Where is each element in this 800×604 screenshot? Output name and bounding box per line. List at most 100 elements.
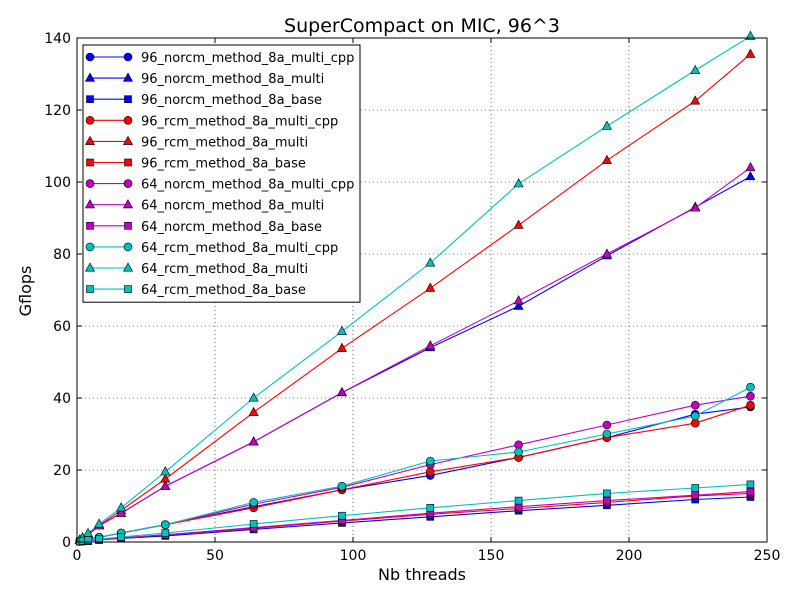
data-point-triangle bbox=[513, 219, 524, 229]
data-point-square bbox=[746, 487, 755, 496]
data-point-triangle bbox=[601, 248, 612, 258]
legend-label: 64_norcm_method_8a_multi_cpp bbox=[141, 178, 354, 193]
data-point-square bbox=[338, 511, 346, 520]
legend-box bbox=[82, 44, 361, 303]
data-point-circle bbox=[85, 242, 95, 252]
legend-entry: 64_rcm_method_8a_multi_cpp bbox=[85, 241, 338, 256]
data-point-circle bbox=[85, 179, 95, 188]
data-point-triangle bbox=[425, 257, 436, 267]
x-tick-label: 100 bbox=[340, 548, 367, 564]
x-tick-label: 50 bbox=[206, 548, 224, 564]
data-point-square bbox=[117, 533, 125, 541]
data-point-square bbox=[84, 536, 92, 545]
data-point-triangle bbox=[116, 502, 127, 512]
data-point-triangle bbox=[94, 518, 105, 528]
data-point-square bbox=[86, 158, 94, 167]
data-point-circle bbox=[337, 481, 347, 491]
data-point-circle bbox=[690, 418, 700, 428]
data-point-circle bbox=[690, 411, 700, 421]
data-point-square bbox=[124, 285, 132, 293]
legend-label: 96_rcm_method_8a_multi bbox=[141, 135, 308, 150]
data-point-square bbox=[124, 222, 132, 230]
legend-entry: 96_norcm_method_8a_multi bbox=[84, 72, 324, 87]
data-point-circle bbox=[746, 382, 755, 392]
data-point-square bbox=[124, 158, 132, 167]
data-point-square bbox=[691, 484, 700, 492]
x-tick-label: 250 bbox=[754, 548, 781, 564]
data-point-triangle bbox=[513, 300, 524, 310]
data-point-triangle bbox=[425, 340, 436, 350]
x-axis-label: Nb threads bbox=[378, 565, 466, 584]
legend-entry: 64_norcm_method_8a_multi_cpp bbox=[85, 178, 354, 193]
data-point-triangle bbox=[690, 202, 701, 212]
legend-label: 64_rcm_method_8a_multi_cpp bbox=[141, 241, 338, 256]
data-point-triangle bbox=[513, 178, 524, 188]
legend-entry: 64_norcm_method_8a_multi bbox=[84, 199, 324, 214]
legend-entry: 96_rcm_method_8a_base bbox=[86, 157, 306, 172]
data-point-circle bbox=[425, 456, 435, 466]
data-point-square bbox=[603, 496, 611, 505]
data-point-triangle bbox=[122, 199, 134, 209]
data-point-triangle bbox=[122, 135, 134, 145]
data-point-circle bbox=[161, 520, 170, 530]
y-tick-label: 0 bbox=[62, 535, 71, 551]
y-tick-label: 80 bbox=[53, 247, 71, 263]
data-point-circle bbox=[425, 467, 435, 477]
data-point-square bbox=[161, 529, 170, 537]
legend-label: 64_rcm_method_8a_multi bbox=[141, 262, 308, 277]
data-point-square bbox=[514, 496, 523, 505]
legend: 96_norcm_method_8a_multi_cpp 96_norcm_met… bbox=[82, 44, 361, 303]
data-point-square bbox=[746, 480, 755, 489]
data-point-triangle bbox=[336, 325, 347, 335]
data-point-triangle bbox=[690, 64, 701, 74]
series-layer bbox=[74, 30, 756, 546]
data-point-triangle bbox=[248, 406, 259, 416]
data-point-circle bbox=[123, 52, 133, 62]
legend-entry: 96_rcm_method_8a_multi_cpp bbox=[85, 114, 338, 129]
data-point-square bbox=[249, 520, 258, 528]
data-point-triangle bbox=[116, 507, 127, 517]
legend-label: 64_norcm_method_8a_base bbox=[141, 220, 322, 235]
data-point-triangle bbox=[745, 30, 756, 40]
y-tick-label: 60 bbox=[53, 319, 71, 335]
legend-label: 96_rcm_method_8a_base bbox=[141, 157, 306, 172]
plot-frame bbox=[76, 37, 768, 543]
data-point-triangle bbox=[122, 72, 134, 82]
data-point-triangle bbox=[745, 170, 756, 181]
data-point-triangle bbox=[84, 262, 96, 272]
data-point-circle bbox=[123, 179, 133, 188]
y-tick-label: 40 bbox=[53, 391, 71, 407]
data-point-circle bbox=[249, 498, 258, 507]
x-tick-label: 200 bbox=[616, 548, 643, 564]
legend-label: 96_norcm_method_8a_multi_cpp bbox=[141, 51, 354, 66]
data-point-circle bbox=[85, 116, 95, 125]
data-point-triangle bbox=[84, 72, 96, 82]
legend-label: 96_norcm_method_8a_multi bbox=[141, 72, 324, 87]
data-point-triangle bbox=[336, 386, 347, 397]
data-point-triangle bbox=[336, 342, 347, 352]
data-point-triangle bbox=[84, 135, 96, 145]
legend-entry: 96_norcm_method_8a_base bbox=[86, 93, 322, 108]
data-point-circle bbox=[746, 400, 755, 410]
legend-label: 64_norcm_method_8a_multi bbox=[141, 199, 324, 214]
legend-label: 96_norcm_method_8a_base bbox=[141, 93, 322, 108]
data-point-triangle bbox=[601, 120, 612, 130]
data-point-triangle bbox=[122, 262, 134, 272]
legend-entry: 64_rcm_method_8a_multi bbox=[84, 262, 308, 277]
data-point-triangle bbox=[690, 95, 701, 105]
y-tick-label: 100 bbox=[44, 175, 71, 191]
data-point-square bbox=[124, 95, 132, 103]
data-point-square bbox=[86, 95, 94, 103]
x-tick-label: 0 bbox=[73, 548, 82, 564]
data-point-circle bbox=[602, 429, 612, 439]
chart-title: SuperCompact on MIC, 96^3 bbox=[284, 15, 560, 37]
data-point-circle bbox=[514, 447, 523, 457]
data-point-square bbox=[86, 222, 94, 230]
data-point-square bbox=[691, 491, 700, 500]
legend-entry: 96_rcm_method_8a_multi bbox=[84, 135, 308, 150]
data-point-square bbox=[603, 489, 611, 498]
data-point-triangle bbox=[84, 199, 96, 209]
y-tick-label: 120 bbox=[44, 103, 71, 119]
